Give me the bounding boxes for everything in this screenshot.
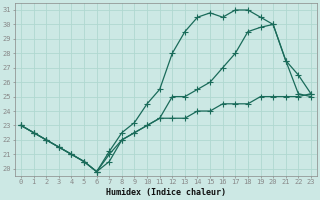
X-axis label: Humidex (Indice chaleur): Humidex (Indice chaleur) <box>106 188 226 197</box>
